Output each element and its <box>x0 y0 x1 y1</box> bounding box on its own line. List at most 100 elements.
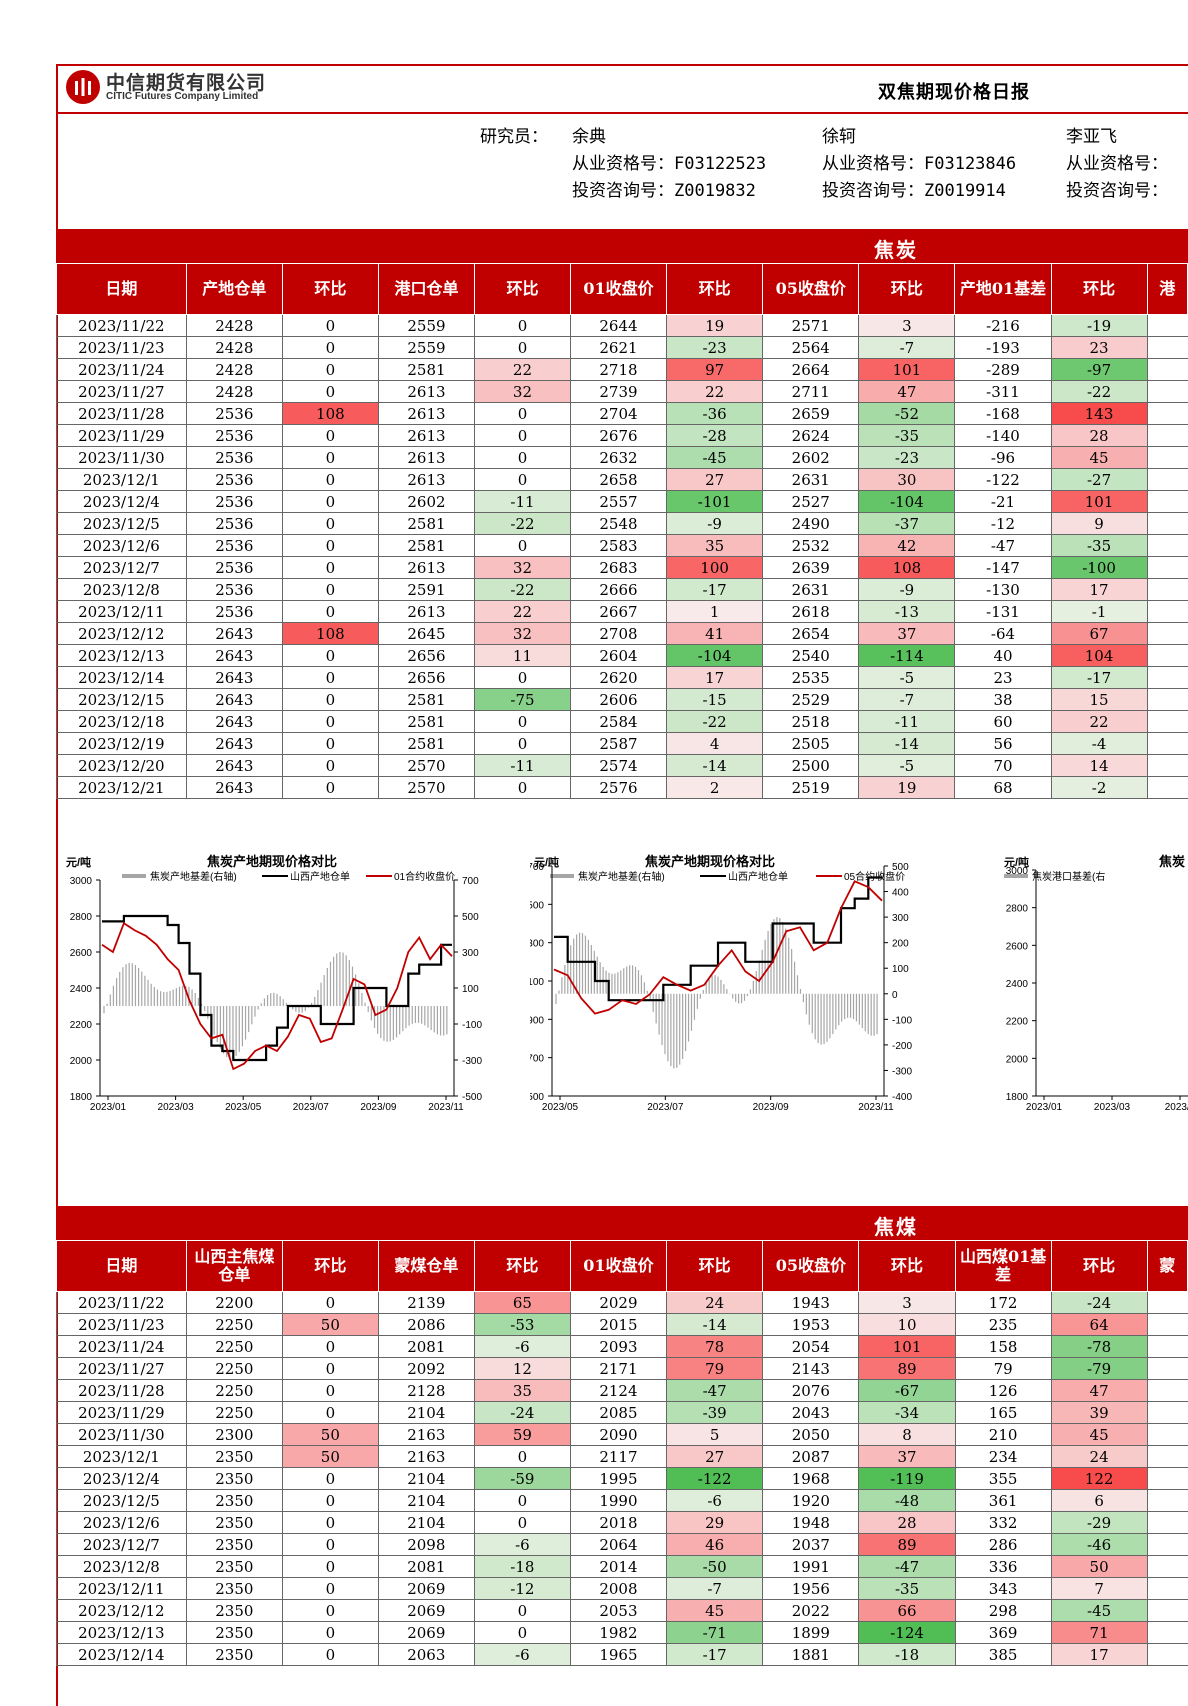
coke-table-cell <box>1146 754 1188 777</box>
coke-table-cell: -37 <box>858 512 956 535</box>
coke-table-cell: 0 <box>281 512 379 535</box>
coke-table: 日期 产地仓单 环比 港口仓单 环比 01收盘价 环比 05收盘价 环比 产地01基差 环比港 20… <box>56 263 1188 799</box>
coke-table-cell: 101 <box>1050 490 1148 513</box>
coal-table-cell: -39 <box>666 1401 764 1424</box>
coke-table-cell: 2708 <box>569 622 668 645</box>
series-line <box>553 880 883 1015</box>
consulting-line: 投资咨询号： <box>1066 181 1168 201</box>
coal-table-cell: 0 <box>473 1511 571 1534</box>
coke-table-cell: 2023/11/23 <box>56 336 187 359</box>
coke-table-cell: 45 <box>1050 446 1148 469</box>
coke-table-cell: -1 <box>1050 600 1148 623</box>
coal-table-cell: 0 <box>473 1445 571 1468</box>
coke-table-cell: 2604 <box>569 644 668 667</box>
coke-table-row: 2023/11/22 2428 0 2559 0 2644 19 2571 3 -216 -19 <box>56 314 1188 337</box>
coal-table-cell: 332 <box>954 1511 1052 1534</box>
coke-table-cell: 2023/12/7 <box>56 556 187 579</box>
coal-table-cell: 2023/12/1 <box>56 1445 187 1468</box>
coke-header-cell: 产地01基差 <box>954 263 1052 315</box>
coke-table-cell: 2559 <box>377 314 476 337</box>
coke-table-row: 2023/11/28 2536 108 2613 0 2704 -36 2659 -52 -168… <box>56 402 1188 425</box>
coal-table-cell: 286 <box>954 1533 1052 1556</box>
coke-table-cell: 37 <box>858 622 956 645</box>
coke-table-cell: 47 <box>858 380 956 403</box>
coke-table-cell: -64 <box>954 622 1052 645</box>
coke-table-cell: 0 <box>474 314 571 337</box>
coal-table-cell: 2023/12/12 <box>56 1599 187 1622</box>
coal-table-cell: 2090 <box>569 1423 668 1446</box>
coke-table-cell: -7 <box>858 688 956 711</box>
coke-table-cell: 2581 <box>377 688 476 711</box>
coal-table-cell: 158 <box>954 1335 1052 1358</box>
coke-table-cell: 2639 <box>762 556 860 579</box>
coke-table-cell: 0 <box>281 336 379 359</box>
y-tick-label: 2800 <box>1006 904 1029 915</box>
y-right-tick-label: 300 <box>462 948 479 959</box>
coke-table-cell: -22 <box>474 578 571 601</box>
researcher-block: 徐轲 从业资格号：F03123846 投资咨询号：Z0019914 <box>822 124 1016 205</box>
coal-header-cell: 山西煤01基差 <box>954 1240 1052 1292</box>
company-name-cn: 中信期货有限公司 <box>106 72 267 94</box>
coal-table-cell: -46 <box>1050 1533 1148 1556</box>
coal-table-row: 2023/11/23 2250 50 2086 -53 2015 -14 1953 10 235 6… <box>56 1313 1188 1336</box>
coke-table-cell: -22 <box>1050 380 1148 403</box>
coke-table-cell: 22 <box>474 600 571 623</box>
coal-table-cell: -47 <box>666 1379 764 1402</box>
coal-table-cell: 2023/12/5 <box>56 1489 187 1512</box>
coke-table-cell <box>1146 380 1188 403</box>
coal-table-cell: 2300 <box>185 1423 283 1446</box>
coke-table-cell: 2 <box>666 776 764 799</box>
coal-table-cell: -6 <box>666 1489 764 1512</box>
coke-table-cell: -12 <box>954 512 1052 535</box>
coke-table-cell: 2581 <box>377 732 476 755</box>
coal-table-cell: 2163 <box>377 1423 475 1446</box>
coke-table-cell: -193 <box>954 336 1052 359</box>
coke-table-cell: -9 <box>666 512 764 535</box>
coke-header-cell: 01收盘价 <box>569 263 668 315</box>
coal-table-cell: -78 <box>1050 1335 1148 1358</box>
coke-table-cell: 0 <box>281 314 379 337</box>
coke-table-cell: 2683 <box>569 556 668 579</box>
series-line <box>554 876 882 1002</box>
coke-header-cell: 产地仓单 <box>185 263 283 315</box>
coke-table-cell: 2540 <box>762 644 860 667</box>
coal-table-cell: -122 <box>666 1467 764 1490</box>
coke-table-cell: 0 <box>281 534 379 557</box>
legend-label: 焦炭产地基差(右轴) <box>578 870 665 883</box>
coal-table-cell: 2350 <box>185 1643 283 1666</box>
coke-table-cell: 2536 <box>185 556 283 579</box>
coal-table-cell: 2023/12/14 <box>56 1643 187 1666</box>
coke-table-cell: 2532 <box>762 534 860 557</box>
coal-table-cell: 172 <box>954 1291 1052 1314</box>
coal-table-cell: 2023/11/23 <box>56 1313 187 1336</box>
coal-table-cell: 343 <box>954 1577 1052 1600</box>
coal-table-cell <box>1146 1643 1188 1666</box>
coke-table-cell: 2602 <box>377 490 476 513</box>
coke-table-row: 2023/12/21 2643 0 2570 0 2576 2 2519 19 68 -2 <box>56 776 1188 799</box>
y-tick-label: 2000 <box>70 1056 93 1067</box>
coke-table-cell: 2023/12/6 <box>56 534 187 557</box>
researcher-block: 李亚飞 从业资格号： 投资咨询号： <box>1066 124 1168 205</box>
coke-table-cell: 2643 <box>185 754 283 777</box>
coke-table-cell: 2023/11/28 <box>56 402 187 425</box>
coke-table-cell: 0 <box>281 688 379 711</box>
coal-table-cell: 1956 <box>762 1577 860 1600</box>
coke-table-cell: 0 <box>281 710 379 733</box>
coke-table-row: 2023/12/19 2643 0 2581 0 2587 4 2505 -14 56 -4 <box>56 732 1188 755</box>
coal-table-row: 2023/11/27 2250 0 2092 12 2171 79 2143 89 79 -79 <box>56 1357 1188 1380</box>
coke-table-cell: -97 <box>1050 358 1148 381</box>
coke-table-cell: -23 <box>858 446 956 469</box>
coal-header-cell: 环比 <box>1050 1240 1148 1292</box>
coal-table-cell <box>1146 1291 1188 1314</box>
coke-table-cell: 2624 <box>762 424 860 447</box>
coke-table-cell: -216 <box>954 314 1052 337</box>
coal-table-cell: 2350 <box>185 1511 283 1534</box>
coal-table-cell: 2350 <box>185 1533 283 1556</box>
coal-table-cell: -24 <box>473 1401 571 1424</box>
coke-table-cell: 2581 <box>377 534 476 557</box>
coke-table-cell: 70 <box>954 754 1052 777</box>
coke-table-cell <box>1146 424 1188 447</box>
coal-table-cell: 2063 <box>377 1643 475 1666</box>
coke-table-cell: 101 <box>858 358 956 381</box>
